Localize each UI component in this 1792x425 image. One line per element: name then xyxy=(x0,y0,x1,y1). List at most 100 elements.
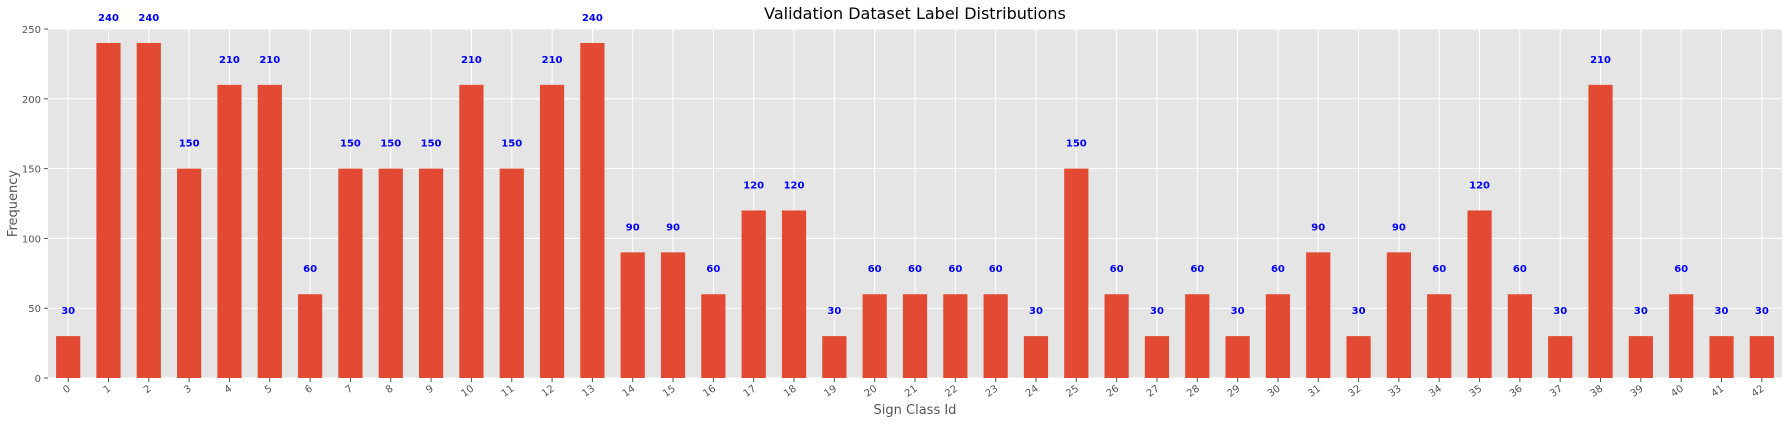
x-tick-label: 40 xyxy=(1669,383,1686,399)
x-tick-label: 1 xyxy=(102,383,114,396)
bar-class-6 xyxy=(298,294,323,378)
x-tick-label: 8 xyxy=(384,383,396,396)
data-label: 60 xyxy=(1432,264,1446,275)
x-tick-label: 0 xyxy=(61,383,73,396)
bar-class-29 xyxy=(1225,336,1250,378)
x-tick-label: 23 xyxy=(984,383,1001,399)
bar-class-12 xyxy=(539,84,565,378)
bar-class-34 xyxy=(1427,294,1452,378)
x-axis-ticks: 0 1 2 3 4 5 6 7 8 9 10 11 12 13 14 15 16 17 18 19 20 21 22 23 24… xyxy=(61,378,1767,400)
x-tick-label: 10 xyxy=(459,383,476,399)
y-tick-label: 200 xyxy=(22,95,41,106)
data-label: 210 xyxy=(461,55,482,66)
y-axis-ticks: 0 50 100 150 200 250 xyxy=(22,25,48,385)
data-label: 120 xyxy=(784,180,805,191)
data-label: 210 xyxy=(259,55,280,66)
data-label: 210 xyxy=(542,55,563,66)
bar-class-21 xyxy=(902,294,928,378)
x-tick-label: 16 xyxy=(701,383,718,399)
data-label: 60 xyxy=(1674,264,1688,275)
bar-class-39 xyxy=(1628,336,1653,378)
x-tick-label: 32 xyxy=(1347,383,1364,399)
bar-class-40 xyxy=(1669,294,1694,378)
data-label: 240 xyxy=(98,13,119,24)
data-label: 90 xyxy=(1311,222,1325,233)
bar-class-27 xyxy=(1144,336,1170,378)
bar-class-0 xyxy=(56,336,81,378)
data-label: 150 xyxy=(340,139,361,150)
y-tick-label: 250 xyxy=(22,25,41,36)
x-tick-label: 18 xyxy=(782,383,799,399)
data-label: 90 xyxy=(626,222,640,233)
data-label: 30 xyxy=(1715,306,1729,317)
data-label: 60 xyxy=(868,264,882,275)
x-tick-label: 41 xyxy=(1709,383,1726,399)
x-tick-label: 3 xyxy=(182,383,194,396)
bar-class-9 xyxy=(418,168,444,378)
data-label: 150 xyxy=(179,139,200,150)
bar-class-31 xyxy=(1306,252,1331,378)
bar-class-18 xyxy=(781,210,807,378)
bar-class-4 xyxy=(217,84,242,378)
x-tick-label: 37 xyxy=(1548,383,1565,399)
data-label: 60 xyxy=(1110,264,1124,275)
x-tick-label: 20 xyxy=(863,383,880,399)
x-tick-label: 4 xyxy=(223,383,235,396)
x-tick-label: 17 xyxy=(742,383,759,399)
y-tick-label: 150 xyxy=(22,165,41,176)
x-tick-label: 33 xyxy=(1387,383,1404,399)
bar-class-32 xyxy=(1346,336,1371,378)
data-label: 120 xyxy=(1469,180,1490,191)
x-tick-label: 12 xyxy=(540,383,557,399)
data-label: 150 xyxy=(380,139,401,150)
x-tick-label: 13 xyxy=(580,383,597,399)
bar-class-15 xyxy=(660,252,686,378)
data-label: 150 xyxy=(421,139,442,150)
x-tick-label: 15 xyxy=(661,383,678,399)
x-tick-label: 42 xyxy=(1750,383,1767,399)
x-tick-label: 5 xyxy=(263,383,275,396)
bar-class-23 xyxy=(983,294,1008,378)
x-tick-label: 24 xyxy=(1024,383,1041,399)
bar-class-38 xyxy=(1588,84,1613,378)
data-label: 60 xyxy=(948,264,962,275)
bar-class-3 xyxy=(177,168,202,378)
bar-class-22 xyxy=(943,294,968,378)
data-label: 150 xyxy=(501,139,522,150)
x-axis-label: Sign Class Id xyxy=(874,403,957,418)
data-label: 150 xyxy=(1066,139,1087,150)
data-label: 60 xyxy=(303,264,317,275)
x-tick-label: 39 xyxy=(1629,383,1646,399)
bar-class-28 xyxy=(1185,294,1210,378)
bar-class-19 xyxy=(822,336,847,378)
data-label: 240 xyxy=(582,13,603,24)
x-tick-label: 35 xyxy=(1468,383,1485,399)
bar-class-5 xyxy=(257,84,282,378)
bar-class-14 xyxy=(620,252,645,378)
x-tick-label: 36 xyxy=(1508,383,1525,399)
bar-class-1 xyxy=(96,42,121,379)
x-tick-label: 28 xyxy=(1185,383,1202,399)
data-labels: 30 240 240 150 210 210 60 150 150 150 210 150 210 240… xyxy=(61,13,1769,317)
bar-class-8 xyxy=(378,168,403,378)
x-tick-label: 38 xyxy=(1589,383,1606,399)
x-tick-label: 22 xyxy=(943,383,960,399)
y-tick-label: 50 xyxy=(28,304,41,315)
x-tick-label: 11 xyxy=(500,383,517,399)
data-label: 30 xyxy=(1634,306,1648,317)
x-tick-label: 7 xyxy=(344,383,356,396)
bar-class-20 xyxy=(862,294,887,378)
y-tick-label: 0 xyxy=(35,374,41,385)
data-label: 30 xyxy=(1755,306,1769,317)
bar-class-24 xyxy=(1023,336,1049,378)
data-label: 30 xyxy=(827,306,841,317)
x-tick-label: 6 xyxy=(303,383,315,396)
data-label: 30 xyxy=(61,306,75,317)
y-tick-label: 100 xyxy=(22,234,41,245)
bar-class-33 xyxy=(1386,252,1412,378)
bar-class-26 xyxy=(1104,294,1129,378)
data-label: 30 xyxy=(1352,306,1366,317)
data-label: 60 xyxy=(1190,264,1204,275)
x-tick-label: 27 xyxy=(1145,383,1162,399)
